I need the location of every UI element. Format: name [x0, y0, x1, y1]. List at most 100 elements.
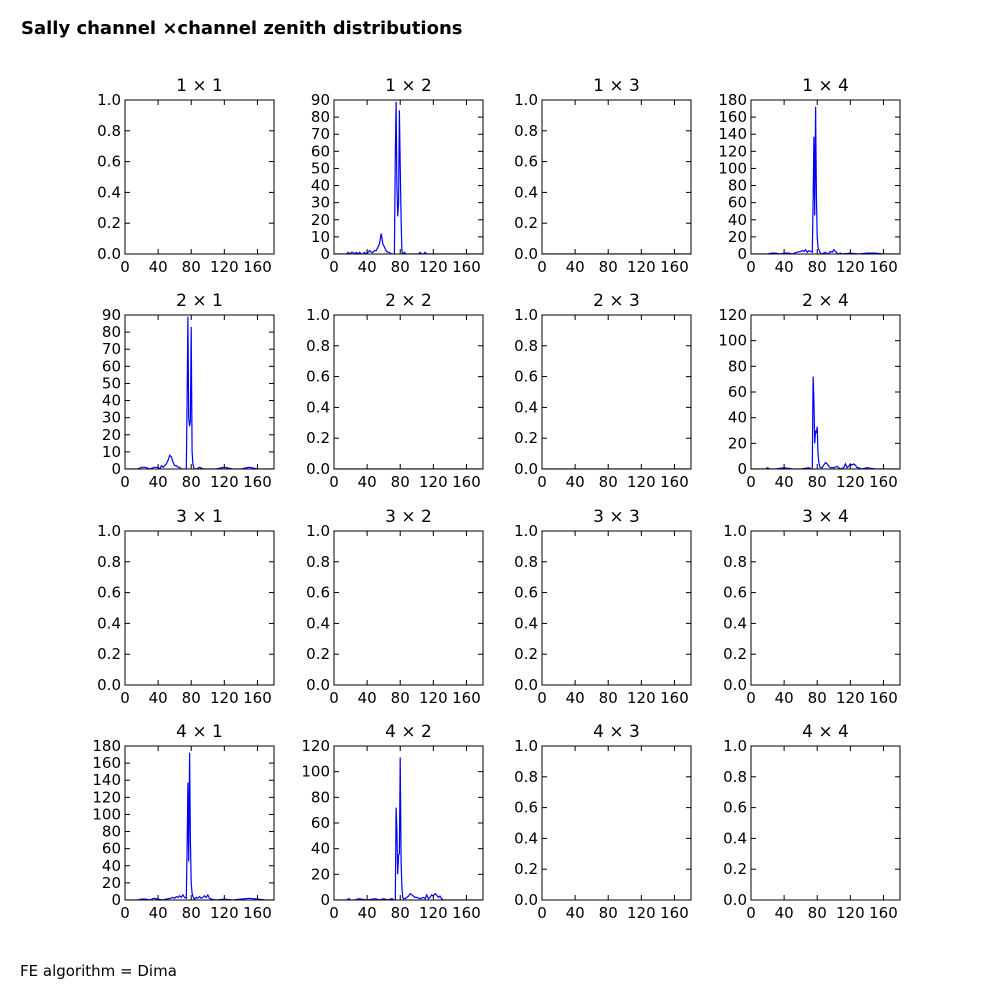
- x-tick-label: 120: [210, 258, 239, 276]
- y-tick-label: 50: [311, 159, 330, 177]
- y-tick-label: 1.0: [306, 522, 330, 540]
- series-line: [751, 376, 900, 469]
- x-tick-label: 160: [243, 904, 272, 922]
- y-tick-label: 60: [311, 142, 330, 160]
- axes-frame: [333, 314, 484, 470]
- x-tick-label: 40: [775, 258, 794, 276]
- subplot-title: 4 × 4: [802, 722, 849, 742]
- y-tick-label: 160: [92, 754, 121, 772]
- y-tick-label: 70: [311, 125, 330, 143]
- y-tick-label: 0.4: [514, 183, 538, 201]
- subplot-title: 4 × 3: [593, 722, 640, 742]
- y-tick-label: 0: [737, 460, 747, 478]
- y-tick-label: 0.2: [514, 645, 538, 663]
- x-tick-label: 0: [329, 473, 339, 491]
- x-tick-label: 0: [537, 473, 547, 491]
- x-tick-label: 120: [210, 689, 239, 707]
- y-tick-label: 80: [728, 177, 747, 195]
- y-tick-label: 0.8: [514, 768, 538, 786]
- x-tick-label: 120: [419, 258, 448, 276]
- y-tick-label: 0.2: [723, 860, 747, 878]
- y-tick-label: 180: [92, 737, 121, 755]
- subplot-title: 2 × 2: [385, 291, 432, 311]
- subplot-title: 4 × 1: [176, 722, 223, 742]
- y-tick-label: 0.8: [723, 768, 747, 786]
- y-tick-label: 0: [320, 891, 330, 909]
- y-tick-label: 90: [102, 306, 121, 324]
- x-tick-label: 40: [358, 258, 377, 276]
- y-tick-label: 180: [718, 91, 747, 109]
- subplot-4x3: 4 × 3 0 40 80 120 160 0.0 0.2 0.4 0.6 0.8 1.0: [514, 722, 692, 922]
- y-tick-label: 0.0: [306, 676, 330, 694]
- x-tick-label: 160: [243, 473, 272, 491]
- x-tick-label: 80: [391, 904, 410, 922]
- x-tick-label: 160: [452, 904, 481, 922]
- subplot-title: 4 × 2: [385, 722, 432, 742]
- y-tick-label: 1.0: [514, 737, 538, 755]
- x-tick-label: 80: [808, 904, 827, 922]
- x-tick-label: 80: [808, 689, 827, 707]
- subplot-1x3: 1 × 3 0 40 80 120 160 0.0 0.2 0.4 0.6 0.8 1.0: [514, 76, 692, 276]
- y-tick-label: 1.0: [514, 306, 538, 324]
- y-tick-label: 80: [102, 823, 121, 841]
- y-tick-label: 1.0: [514, 522, 538, 540]
- subplot-title: 2 × 3: [593, 291, 640, 311]
- series-line: [125, 316, 274, 469]
- axes-frame: [750, 314, 901, 470]
- subplot-3x2: 3 × 2 0 40 80 120 160 0.0 0.2 0.4 0.6 0.8 1.0: [306, 507, 484, 707]
- y-tick-label: 0.8: [306, 337, 330, 355]
- x-tick-label: 120: [836, 473, 865, 491]
- y-tick-label: 60: [311, 814, 330, 832]
- y-tick-label: 0.4: [97, 614, 121, 632]
- y-tick-label: 1.0: [306, 306, 330, 324]
- x-tick-label: 80: [808, 473, 827, 491]
- axes-frame: [124, 99, 275, 255]
- y-tick-label: 0.2: [514, 214, 538, 232]
- y-tick-label: 0.6: [723, 584, 747, 602]
- axes-frame: [124, 530, 275, 686]
- y-tick-label: 60: [102, 840, 121, 858]
- y-tick-label: 20: [728, 228, 747, 246]
- y-tick-label: 20: [102, 426, 121, 444]
- y-tick-label: 0.4: [97, 183, 121, 201]
- x-tick-label: 160: [452, 689, 481, 707]
- subplot-title: 3 × 2: [385, 507, 432, 527]
- y-tick-label: 30: [102, 409, 121, 427]
- y-tick-label: 40: [102, 392, 121, 410]
- subplot-4x4: 4 × 4 0 40 80 120 160 0.0 0.2 0.4 0.6 0.8 1.0: [723, 722, 901, 922]
- y-tick-label: 20: [728, 434, 747, 452]
- x-tick-label: 120: [419, 473, 448, 491]
- y-tick-label: 10: [311, 228, 330, 246]
- x-tick-label: 160: [452, 258, 481, 276]
- y-tick-label: 0.8: [514, 122, 538, 140]
- y-tick-label: 0.2: [514, 860, 538, 878]
- y-tick-label: 0.4: [723, 614, 747, 632]
- y-tick-label: 0.6: [723, 799, 747, 817]
- x-tick-label: 120: [627, 904, 656, 922]
- x-tick-label: 80: [599, 689, 618, 707]
- x-tick-label: 160: [660, 689, 689, 707]
- y-tick-label: 1.0: [514, 91, 538, 109]
- subplot-3x3: 3 × 3 0 40 80 120 160 0.0 0.2 0.4 0.6 0.8 1.0: [514, 507, 692, 707]
- x-tick-label: 40: [775, 689, 794, 707]
- x-tick-label: 120: [419, 904, 448, 922]
- y-tick-label: 0.6: [514, 799, 538, 817]
- y-tick-label: 120: [92, 788, 121, 806]
- axes-frame: [541, 745, 692, 901]
- subplot-1x1: 1 × 1 0 40 80 120 160 0.0 0.2 0.4 0.6 0.8 1.0: [97, 76, 275, 276]
- x-tick-label: 40: [358, 689, 377, 707]
- axes-frame: [333, 745, 484, 901]
- x-tick-label: 0: [746, 473, 756, 491]
- series-line: [334, 101, 483, 254]
- x-tick-label: 0: [537, 904, 547, 922]
- x-tick-label: 40: [358, 473, 377, 491]
- y-tick-label: 0: [111, 891, 121, 909]
- y-tick-label: 40: [102, 857, 121, 875]
- x-tick-label: 0: [120, 689, 130, 707]
- x-tick-label: 120: [836, 904, 865, 922]
- y-tick-label: 0.2: [514, 429, 538, 447]
